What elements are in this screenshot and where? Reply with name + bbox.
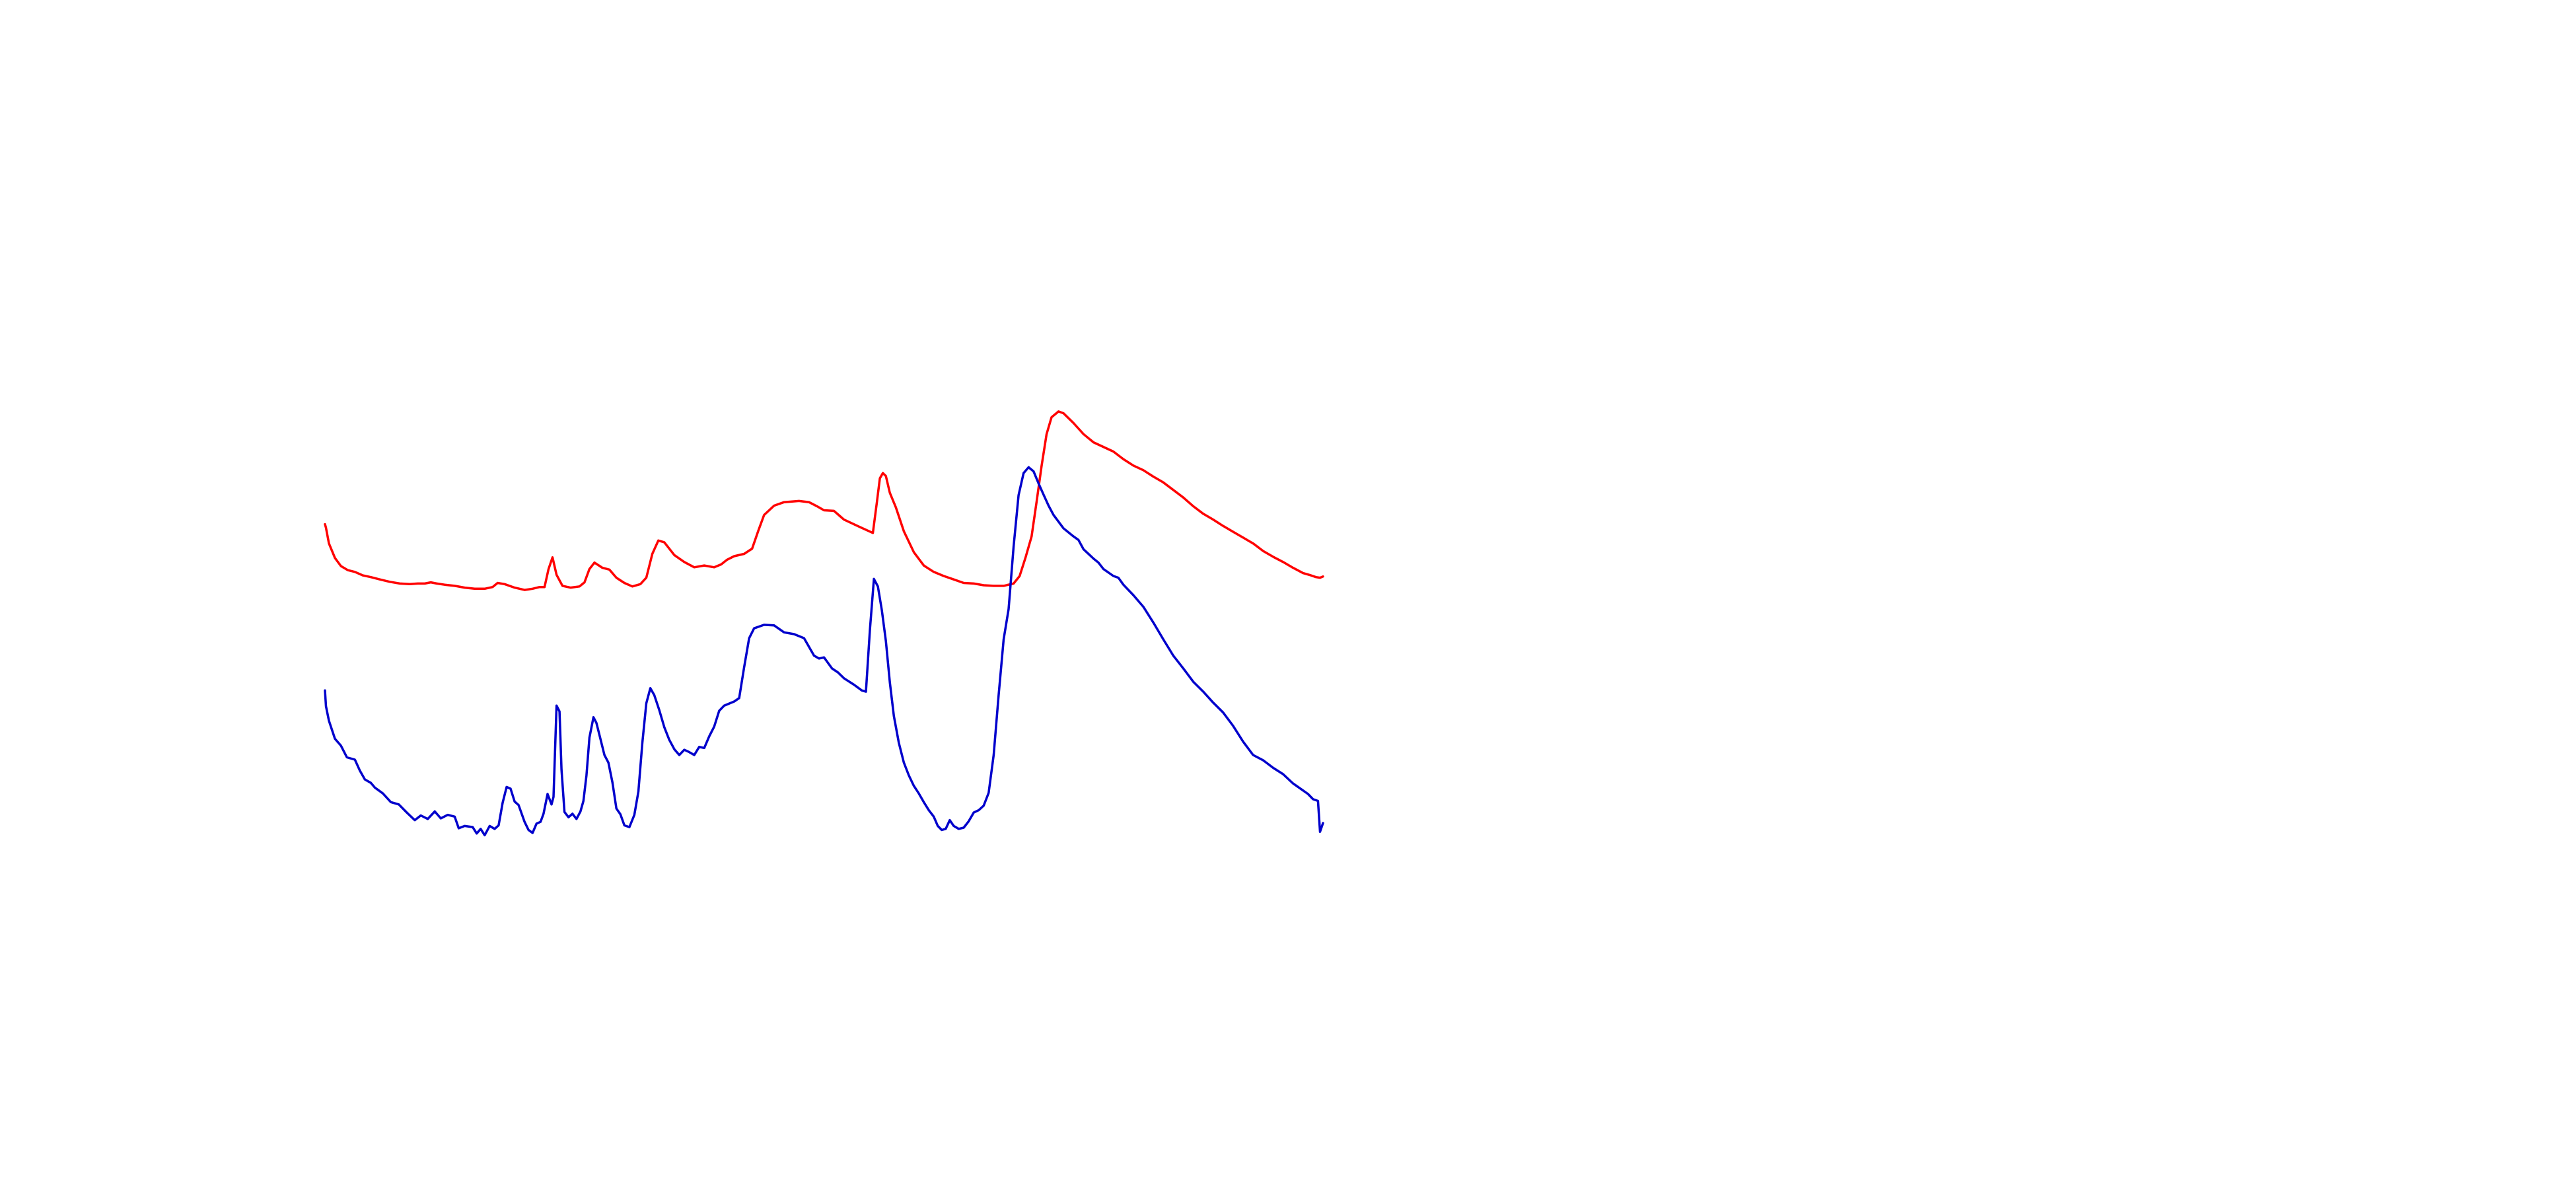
series-line-2 — [324, 466, 1324, 837]
series-line-1 — [324, 410, 1324, 591]
series-layer — [324, 410, 1324, 837]
